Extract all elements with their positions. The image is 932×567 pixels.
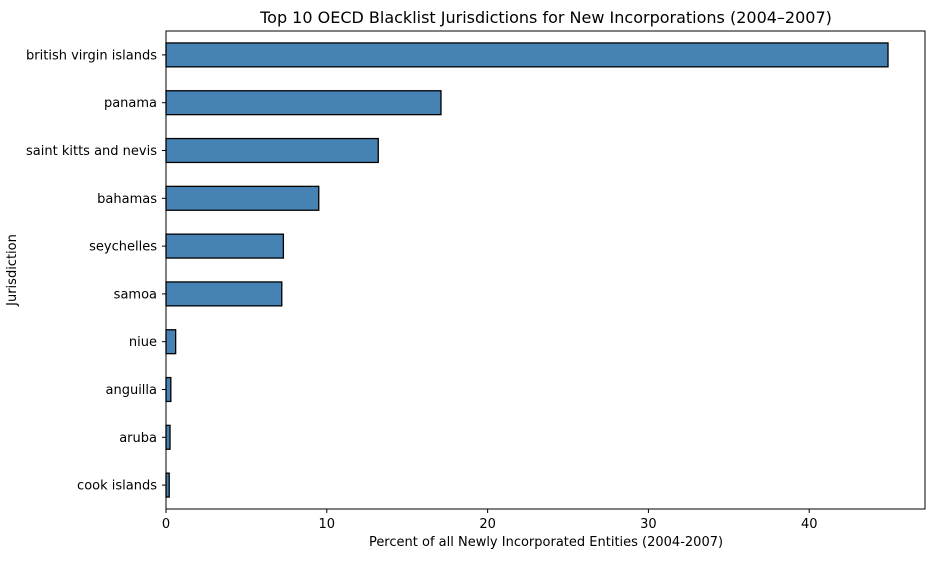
y-tick-label: panama — [104, 96, 157, 111]
chart-title: Top 10 OECD Blacklist Jurisdictions for … — [259, 8, 832, 27]
bar-niue — [165, 329, 177, 355]
x-tick-label: 30 — [640, 517, 657, 532]
x-axis-label: Percent of all Newly Incorporated Entiti… — [369, 535, 723, 550]
bar-aruba — [165, 424, 171, 450]
bar-seychelles — [165, 233, 285, 259]
bar-anguilla — [165, 376, 172, 403]
plot-frame — [165, 30, 926, 510]
bar-saint-kitts-and-nevis — [165, 137, 379, 164]
bar-panama — [165, 90, 442, 116]
y-ticks-group: british virgin islands panama saint kitts … — [26, 48, 166, 494]
y-axis-label: Jurisdiction — [5, 234, 20, 307]
y-tick-label: bahamas — [97, 192, 157, 207]
x-tick-label: 10 — [319, 517, 336, 532]
bars-group — [165, 42, 889, 498]
x-ticks-group: 0 10 20 30 40 — [162, 509, 818, 532]
y-tick-label: saint kitts and nevis — [26, 144, 157, 159]
y-tick-label: samoa — [114, 287, 157, 302]
x-tick-label: 0 — [162, 517, 170, 532]
bar-british-virgin-islands — [165, 42, 889, 68]
y-tick-label: aruba — [119, 431, 157, 446]
x-tick-label: 40 — [801, 517, 818, 532]
y-tick-label: niue — [129, 335, 157, 350]
x-tick-label: 20 — [479, 517, 496, 532]
y-tick-label: seychelles — [89, 240, 157, 255]
bar-samoa — [165, 281, 283, 307]
y-tick-label: anguilla — [106, 383, 158, 398]
y-tick-label: british virgin islands — [26, 48, 157, 63]
bar-bahamas — [165, 185, 320, 211]
y-tick-label: cook islands — [77, 479, 157, 494]
